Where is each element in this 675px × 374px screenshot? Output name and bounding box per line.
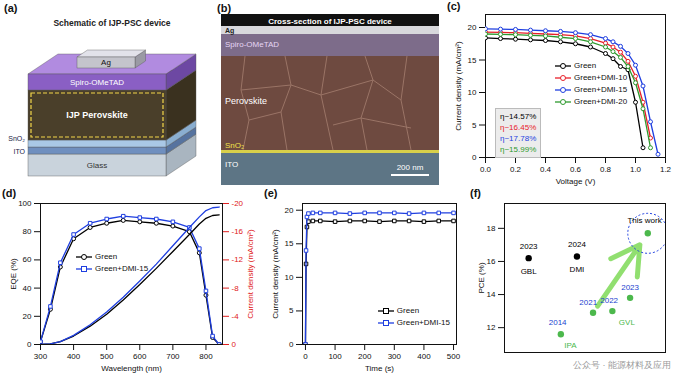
svg-text:18: 18 xyxy=(487,224,496,233)
svg-text:15: 15 xyxy=(285,239,294,248)
html-text:Green: Green xyxy=(396,306,420,315)
svg-text:GBL: GBL xyxy=(521,267,538,276)
svg-text:2023: 2023 xyxy=(621,283,639,292)
svg-text:PCE (%): PCE (%) xyxy=(477,262,486,293)
html-text:(c): (c) xyxy=(447,0,461,12)
svg-text:100: 100 xyxy=(18,199,32,208)
html-text:η~14.57%: η~14.57% xyxy=(500,112,537,121)
svg-text:5: 5 xyxy=(472,121,477,130)
svg-text:14: 14 xyxy=(487,290,496,299)
svg-text:0: 0 xyxy=(303,352,308,361)
svg-text:-20: -20 xyxy=(232,199,244,208)
svg-text:0: 0 xyxy=(472,153,477,162)
svg-text:Perovskite: Perovskite xyxy=(225,96,267,106)
svg-text:400: 400 xyxy=(417,352,431,361)
html-text:(e): (e) xyxy=(264,187,278,199)
svg-text:1.2: 1.2 xyxy=(660,165,672,174)
svg-text:500: 500 xyxy=(447,352,461,361)
svg-text:-16: -16 xyxy=(232,227,244,236)
svg-text:-4: -4 xyxy=(232,312,240,321)
svg-text:5: 5 xyxy=(289,306,294,315)
svg-text:DMI: DMI xyxy=(570,265,585,274)
svg-text:20: 20 xyxy=(285,206,294,215)
html-text:Green+DMI-15: Green+DMI-15 xyxy=(574,85,628,94)
svg-text:0: 0 xyxy=(232,340,237,349)
html-text:Green+DMI-20: Green+DMI-20 xyxy=(574,97,628,106)
svg-text:SnO₂: SnO₂ xyxy=(8,135,25,142)
html-text:η~17.78%: η~17.78% xyxy=(500,134,537,143)
svg-text:ITO: ITO xyxy=(225,160,238,169)
html-text:Green: Green xyxy=(95,252,118,261)
svg-text:80: 80 xyxy=(23,227,32,236)
svg-text:0: 0 xyxy=(289,340,294,349)
svg-text:(a): (a) xyxy=(4,2,18,14)
svg-text:Ag: Ag xyxy=(225,27,234,35)
svg-text:600: 600 xyxy=(133,352,147,361)
svg-text:2023: 2023 xyxy=(520,242,538,251)
html-text:Green+DMI-15: Green+DMI-15 xyxy=(396,318,450,327)
svg-text:Schematic of IJP-PSC device: Schematic of IJP-PSC device xyxy=(53,18,170,28)
svg-text:16: 16 xyxy=(487,257,496,266)
svg-text:EQE (%): EQE (%) xyxy=(9,258,18,290)
svg-text:Voltage (V): Voltage (V) xyxy=(556,177,596,186)
svg-text:Spiro-OMeTAD: Spiro-OMeTAD xyxy=(70,78,124,87)
html-text:Green+DMI-10: Green+DMI-10 xyxy=(574,73,628,82)
svg-text:200 nm: 200 nm xyxy=(397,163,424,172)
svg-text:300: 300 xyxy=(34,352,48,361)
svg-text:0.4: 0.4 xyxy=(540,165,552,174)
svg-text:Wavelength (nm): Wavelength (nm) xyxy=(101,364,162,373)
html-text:Green: Green xyxy=(574,61,597,70)
svg-text:400: 400 xyxy=(67,352,81,361)
svg-text:-8: -8 xyxy=(232,284,240,293)
html-text:Green+DMI-15: Green+DMI-15 xyxy=(95,264,149,273)
svg-text:IJP Perovskite: IJP Perovskite xyxy=(66,110,127,120)
svg-text:700: 700 xyxy=(166,352,180,361)
svg-text:0.6: 0.6 xyxy=(570,165,582,174)
svg-text:Glass: Glass xyxy=(87,161,107,170)
svg-text:15: 15 xyxy=(468,56,477,65)
svg-text:40: 40 xyxy=(23,284,32,293)
svg-text:GVL: GVL xyxy=(619,318,636,327)
svg-text:Current density (mA/cm²): Current density (mA/cm²) xyxy=(246,229,255,319)
svg-text:Current density (mA/cm²): Current density (mA/cm²) xyxy=(454,41,463,131)
html-text:η~16.45%: η~16.45% xyxy=(500,123,537,132)
svg-text:10: 10 xyxy=(285,273,294,282)
svg-text:Current density (mA/cm²): Current density (mA/cm²) xyxy=(271,229,280,319)
svg-text:2021: 2021 xyxy=(579,298,597,307)
svg-text:-12: -12 xyxy=(232,255,244,264)
svg-text:Cross-section of IJP-PSC devic: Cross-section of IJP-PSC device xyxy=(268,17,392,26)
html-text:公众号 · 能源材料及应用: 公众号 · 能源材料及应用 xyxy=(573,360,671,370)
svg-text:0: 0 xyxy=(27,340,32,349)
svg-text:(b): (b) xyxy=(217,2,231,14)
svg-text:20: 20 xyxy=(23,312,32,321)
svg-text:0.0: 0.0 xyxy=(480,165,492,174)
svg-text:0.2: 0.2 xyxy=(510,165,522,174)
svg-text:20: 20 xyxy=(468,23,477,32)
svg-text:10: 10 xyxy=(468,88,477,97)
svg-text:Spiro-OMeTAD: Spiro-OMeTAD xyxy=(225,40,279,49)
svg-text:60: 60 xyxy=(23,255,32,264)
svg-text:2024: 2024 xyxy=(568,240,586,249)
svg-text:500: 500 xyxy=(100,352,114,361)
svg-text:ITO: ITO xyxy=(13,148,25,155)
svg-text:SnO₂: SnO₂ xyxy=(225,141,244,150)
html-text:η~15.99%: η~15.99% xyxy=(500,145,537,154)
svg-text:200: 200 xyxy=(358,352,372,361)
svg-text:100: 100 xyxy=(328,352,342,361)
svg-text:This work: This work xyxy=(627,216,662,225)
html-text:(d): (d) xyxy=(2,187,16,199)
svg-text:2014: 2014 xyxy=(549,318,567,327)
svg-text:IPA: IPA xyxy=(564,341,577,350)
svg-text:Ag: Ag xyxy=(101,58,111,67)
svg-text:300: 300 xyxy=(388,352,402,361)
svg-text:1.0: 1.0 xyxy=(630,165,642,174)
svg-text:12: 12 xyxy=(487,323,496,332)
html-text:(f): (f) xyxy=(470,187,481,199)
svg-text:800: 800 xyxy=(199,352,213,361)
svg-text:Time (s): Time (s) xyxy=(365,364,394,373)
svg-text:0.8: 0.8 xyxy=(600,165,612,174)
svg-text:2022: 2022 xyxy=(600,296,618,305)
